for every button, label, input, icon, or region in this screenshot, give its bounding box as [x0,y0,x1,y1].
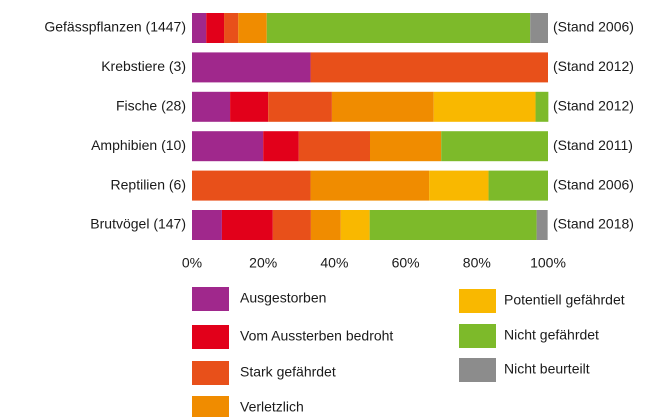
bar-segment [441,131,548,162]
category-label: Gefässpflanzen (1447) [44,19,186,35]
annotation: (Stand 2012) [553,58,634,74]
category-label: Brutvögel (147) [90,216,186,232]
legend-label: Nicht gefährdet [504,327,599,343]
x-tick-label: 40% [320,255,348,271]
legend-swatch [192,325,229,349]
bar-segment [340,210,370,240]
bar-segment [192,52,311,83]
legend-swatch [459,358,496,382]
legend-label: Nicht beurteilt [504,361,590,377]
legend-label: Ausgestorben [240,290,326,306]
category-label: Reptilien (6) [111,176,186,192]
category-label: Krebstiere (3) [101,58,186,74]
bar-segment [268,91,332,122]
bar-segment [272,210,311,240]
bar-segment [310,210,341,240]
bar-segment [298,131,370,162]
legend-swatch [192,396,229,417]
category-label: Amphibien (10) [91,137,186,153]
legend-label: Stark gefährdet [240,364,336,380]
bar-segment [238,13,267,43]
bar-segment [369,210,537,240]
bar-segment [331,91,434,122]
legend-label: Potentiell gefährdet [504,292,625,308]
bar-segment [266,13,531,43]
x-tick-label: 20% [249,255,277,271]
bar-segment [535,91,549,122]
legend-label: Verletzlich [240,399,304,415]
annotation: (Stand 2012) [553,98,634,114]
bar-segment [310,52,548,83]
x-tick-label: 100% [530,255,566,271]
bar-segment [429,170,489,201]
annotation: (Stand 2018) [553,216,634,232]
annotation: (Stand 2006) [553,176,634,192]
bar-segment [206,13,225,43]
bar-segment [192,210,222,240]
bar-segment [192,131,264,162]
bar-segment [192,170,311,201]
x-tick-label: 80% [463,255,491,271]
bar-segment [192,91,231,122]
bar-segment [370,131,442,162]
x-tick-label: 0% [182,255,202,271]
bar-segment [488,170,548,201]
bar-segment [221,210,273,240]
bar-segment [530,13,548,43]
legend-swatch [459,289,496,313]
legend-swatch [192,361,229,385]
bar-segment [230,91,269,122]
legend-label: Vom Aussterben bedroht [240,328,393,344]
bar-segment [192,13,207,43]
bar-segment [536,210,548,240]
bar-segment [310,170,430,201]
x-tick-label: 60% [392,255,420,271]
annotation: (Stand 2006) [553,19,634,35]
bar-segment [224,13,239,43]
annotation: (Stand 2011) [553,137,633,153]
bar-segment [433,91,536,122]
category-label: Fische (28) [116,98,186,114]
bar-segment [263,131,299,162]
legend-swatch [192,287,229,311]
legend-swatch [459,324,496,348]
